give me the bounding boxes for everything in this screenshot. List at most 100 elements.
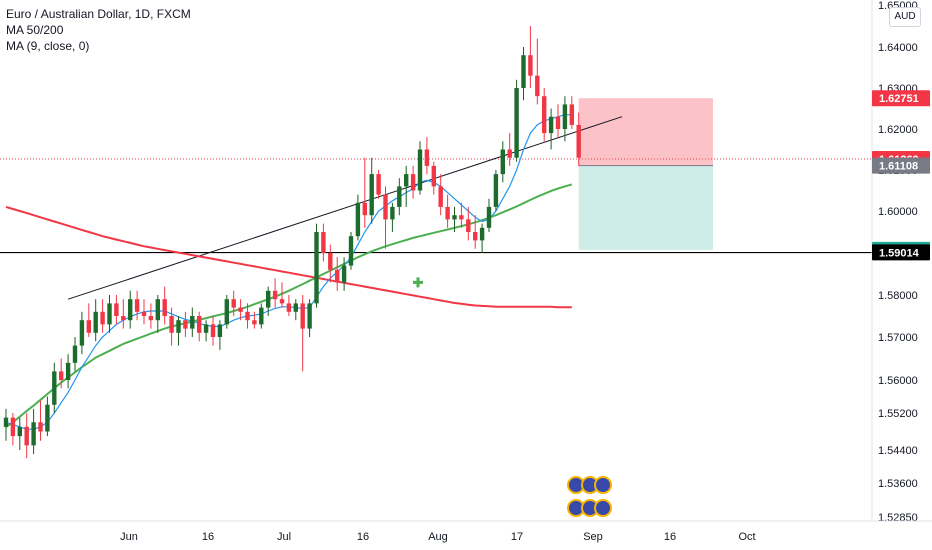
- price-label: 1.61108: [872, 157, 930, 174]
- candle-body: [197, 316, 202, 333]
- x-tick-label: 17: [511, 531, 523, 543]
- candle-body: [72, 345, 78, 363]
- axis-currency-label[interactable]: AUD: [889, 7, 921, 27]
- candle: [100, 299, 105, 333]
- candle-body: [514, 88, 519, 158]
- x-tick-label: 16: [202, 531, 214, 543]
- series-ma-50: [5, 183, 573, 428]
- candle: [397, 178, 402, 216]
- candle-body: [45, 404, 50, 432]
- y-tick-label: 1.56000: [878, 375, 918, 387]
- series-ma-200: [5, 205, 572, 309]
- candle-body: [548, 116, 554, 134]
- candle-body: [507, 149, 512, 158]
- candle-body: [473, 232, 478, 241]
- price-label-text: 1.59014: [879, 247, 920, 259]
- candle: [417, 141, 423, 195]
- candle: [121, 299, 126, 329]
- candle: [210, 316, 216, 346]
- candle: [134, 290, 140, 321]
- candle-body: [259, 307, 264, 325]
- candle-body: [238, 307, 243, 312]
- candle-body: [410, 174, 416, 191]
- candle: [314, 223, 319, 308]
- candle: [335, 257, 340, 291]
- candle: [17, 417, 22, 450]
- candle-body: [141, 311, 147, 316]
- candle: [45, 396, 50, 437]
- legend-ma-50-200[interactable]: MA 50/200: [6, 23, 64, 37]
- y-tick-label: 1.53600: [878, 478, 918, 490]
- candle: [93, 299, 98, 342]
- candle: [542, 88, 547, 142]
- candle: [528, 26, 533, 88]
- candle: [217, 320, 223, 350]
- candle: [266, 286, 271, 316]
- candle-body: [562, 104, 568, 129]
- candle-body: [79, 320, 85, 346]
- candle-body: [183, 320, 188, 329]
- candle: [279, 282, 285, 308]
- chart-legend: Euro / Australian Dollar, 1D, FXCM MA 50…: [6, 6, 191, 54]
- candle-body: [38, 422, 43, 432]
- x-tick-label: Aug: [428, 531, 448, 543]
- y-tick-label: 1.62000: [878, 124, 918, 136]
- y-tick-label: 1.64000: [878, 42, 918, 54]
- candle-body: [93, 311, 98, 333]
- candle: [148, 303, 154, 329]
- candle: [293, 299, 298, 321]
- candle: [252, 311, 257, 329]
- candle-body: [355, 202, 361, 237]
- candle-body: [31, 422, 36, 446]
- candle-body: [486, 206, 492, 228]
- candle-body: [210, 324, 216, 337]
- candle-body: [493, 174, 499, 207]
- candle: [431, 161, 436, 195]
- candle-body: [459, 215, 464, 220]
- candle-body: [224, 299, 229, 325]
- candle-body: [100, 311, 105, 325]
- candle-body: [314, 232, 319, 304]
- candle: [190, 307, 195, 337]
- candle: [369, 157, 374, 224]
- price-label-bg: [872, 244, 930, 261]
- candle: [383, 186, 388, 249]
- candle-body: [445, 206, 450, 220]
- x-tick-label: Jul: [277, 531, 291, 543]
- y-tick-label: 1.60000: [878, 206, 918, 218]
- legend-ma-9[interactable]: MA (9, close, 0): [6, 39, 90, 53]
- candle-body: [134, 299, 140, 312]
- candle: [224, 295, 229, 329]
- price-label-bg: [872, 157, 930, 174]
- candle-body: [576, 124, 581, 158]
- candle: [10, 413, 16, 446]
- candle-body: [245, 311, 250, 321]
- price-label-text: 1.62751: [879, 93, 919, 105]
- candle-body: [148, 316, 154, 321]
- stop-loss-zone: [578, 98, 713, 166]
- candle-body: [217, 324, 223, 337]
- candle: [197, 311, 202, 342]
- candle: [321, 223, 326, 262]
- candle-body: [293, 303, 298, 312]
- candle: [576, 112, 581, 166]
- trendline: [67, 116, 623, 300]
- candle-body: [307, 303, 312, 329]
- candle-body: [397, 186, 402, 207]
- price-label: 1.62751: [872, 90, 930, 107]
- take-profit-zone: [578, 165, 713, 250]
- candle: [114, 295, 119, 325]
- candle-body: [404, 174, 409, 187]
- candle: [72, 337, 78, 372]
- candle: [245, 303, 250, 329]
- candle: [286, 295, 292, 316]
- x-tick-label: 16: [664, 531, 676, 543]
- candle: [452, 206, 457, 232]
- candle-body: [3, 417, 9, 427]
- candle-body: [10, 417, 16, 437]
- candle-body: [128, 299, 133, 321]
- candle: [52, 362, 57, 413]
- candle-body: [328, 253, 333, 270]
- event-flag-icon: [594, 499, 612, 517]
